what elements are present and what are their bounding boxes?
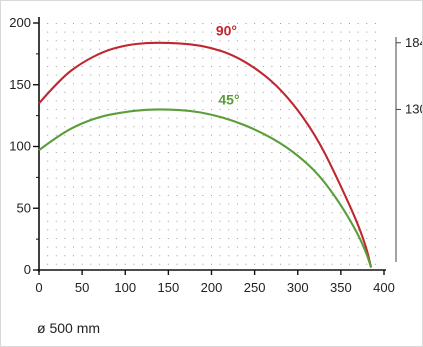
x-tick-label: 0 (35, 280, 42, 295)
series-curves (38, 41, 373, 268)
y-tick-label: 0 (24, 262, 31, 277)
axes (33, 17, 401, 275)
x-tick-label: 150 (158, 280, 180, 295)
series-label-1: 45° (218, 92, 239, 108)
dotted-grid (47, 23, 376, 270)
y-tick-label: 50 (17, 200, 31, 215)
x-tick-label: 250 (244, 280, 266, 295)
right-axis-label: 184 (405, 35, 422, 50)
y-tick-label: 150 (9, 77, 31, 92)
x-tick-label: 100 (114, 280, 136, 295)
series-line-1 (38, 108, 373, 268)
trajectory-chart: 0 50 100 150 200 0 50 100 150 200 250 300 350 400 184 1… (9, 15, 423, 295)
axis-labels: 0 50 100 150 200 0 50 100 150 200 250 300 350 400 184 1… (9, 15, 423, 295)
x-tick-label: 300 (287, 280, 309, 295)
series-line-0 (38, 41, 373, 268)
x-tick-label: 350 (330, 280, 352, 295)
x-tick-label: 200 (201, 280, 223, 295)
series-label-0: 90° (216, 22, 237, 38)
x-tick-label: 50 (75, 280, 89, 295)
y-tick-label: 200 (9, 15, 31, 30)
right-axis-label: 130 (405, 101, 422, 116)
x-tick-label: 400 (373, 280, 395, 295)
footnote-diameter: ø 500 mm (37, 320, 101, 336)
y-tick-label: 100 (9, 139, 31, 154)
